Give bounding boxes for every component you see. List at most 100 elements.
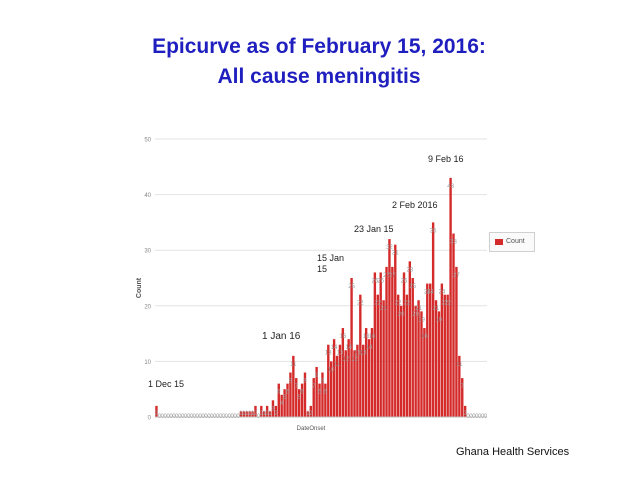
- bar-value-label: 22: [441, 301, 448, 307]
- bar-value-label: 25: [409, 284, 416, 290]
- bar-value-label: 21: [415, 306, 422, 312]
- bar: [405, 294, 409, 417]
- bar-value-label: 6: [277, 390, 281, 396]
- bar: [268, 411, 272, 417]
- bar: [248, 411, 251, 417]
- bar: [344, 350, 347, 417]
- y-tick-label: 40: [144, 193, 151, 199]
- bar-value-label: 24: [439, 290, 446, 296]
- bar-value-label: 22: [357, 301, 364, 307]
- bar-value-label: 1: [251, 411, 255, 417]
- bar-value-label: 11: [334, 362, 341, 368]
- bar-value-label: 25: [348, 284, 355, 290]
- bar: [367, 339, 371, 417]
- bar: [292, 355, 295, 417]
- bar: [330, 361, 333, 417]
- bar-value-label: 6: [286, 390, 290, 396]
- annotation-23-jan-15: 23 Jan 15: [354, 224, 394, 234]
- y-tick-label: 30: [144, 249, 151, 255]
- bar: [338, 344, 342, 417]
- bar: [300, 383, 304, 417]
- bar: [306, 411, 310, 417]
- bar-value-label: 1: [268, 411, 272, 417]
- bar: [327, 344, 330, 417]
- bar-value-label: 6: [300, 390, 304, 396]
- bar: [245, 411, 248, 417]
- bar-value-label: 13: [325, 351, 332, 357]
- bar: [263, 411, 266, 417]
- bar: [434, 300, 438, 417]
- bar: [455, 266, 458, 417]
- y-tick-label: 10: [144, 360, 151, 366]
- bar: [411, 278, 414, 417]
- bar: [452, 233, 455, 417]
- bar-value-label: 1: [263, 411, 267, 417]
- bar-value-label: 7: [295, 384, 299, 390]
- bar-value-label: 1: [242, 411, 246, 417]
- bar: [364, 328, 368, 417]
- bar-value-label: 16: [421, 334, 428, 340]
- bar: [356, 344, 359, 417]
- chart-title-line-2: All cause meningitis: [217, 65, 421, 88]
- bar-value-label: 13: [337, 351, 344, 357]
- bar: [280, 394, 283, 417]
- bar: [254, 405, 257, 417]
- bar: [461, 378, 464, 417]
- bar-value-label: 27: [389, 273, 396, 279]
- bar-value-label: 12: [342, 356, 349, 362]
- bar-value-label: 16: [339, 334, 346, 340]
- bar: [437, 311, 441, 417]
- bar: [318, 383, 321, 417]
- bar-value-label: 24: [427, 290, 434, 296]
- bar-value-label: 20: [398, 312, 405, 318]
- bar-value-label: 31: [392, 251, 399, 257]
- bar-value-label: 35: [430, 228, 437, 234]
- y-axis-label: Count: [136, 277, 143, 298]
- bar: [312, 378, 315, 417]
- bar: [458, 355, 461, 417]
- bar: [402, 272, 406, 417]
- bar-value-label: 26: [401, 278, 408, 284]
- chart-legend: Count: [489, 232, 535, 252]
- bar: [283, 389, 286, 417]
- bar-value-label: 12: [351, 356, 358, 362]
- legend-swatch-count: [495, 239, 503, 245]
- bar-value-label: 28: [406, 267, 413, 273]
- bar-value-label: 6: [324, 390, 328, 396]
- bar-value-label: 5: [283, 395, 287, 401]
- bar: [242, 411, 246, 417]
- y-tick-label: 20: [144, 304, 151, 310]
- bar-value-label: 8: [321, 379, 325, 385]
- bar: [408, 261, 412, 417]
- bar: [362, 344, 365, 417]
- annotation-9-feb-16: 9 Feb 16: [428, 154, 464, 164]
- bar-value-label: 32: [386, 245, 393, 251]
- bar-value-label: 11: [456, 362, 463, 368]
- bar: [297, 389, 301, 417]
- bar: [370, 328, 374, 417]
- bar-value-label: 16: [369, 334, 376, 340]
- bar: [324, 383, 327, 417]
- bar: [353, 350, 356, 417]
- bar-value-label: 1: [245, 411, 249, 417]
- bar: [347, 339, 350, 417]
- bar: [341, 328, 345, 417]
- bar: [315, 366, 318, 417]
- bar-value-label: 13: [360, 351, 367, 357]
- bar-value-label: 6: [318, 390, 322, 396]
- bar: [382, 300, 385, 417]
- bar: [373, 272, 377, 417]
- bar-value-label: 33: [450, 240, 457, 246]
- bar-value-label: 22: [395, 301, 402, 307]
- bar-value-label: 2: [274, 411, 278, 417]
- source-credit: Ghana Health Services: [456, 446, 570, 458]
- bar: [286, 383, 289, 417]
- bar-value-label: 2: [265, 411, 269, 417]
- bar: [414, 305, 417, 417]
- bar-value-label: 22: [404, 301, 411, 307]
- bar-value-label: 19: [436, 317, 443, 323]
- bar: [385, 266, 388, 417]
- bar: [399, 305, 403, 417]
- annotation-1-dec-15: 1 Dec 15: [148, 379, 185, 389]
